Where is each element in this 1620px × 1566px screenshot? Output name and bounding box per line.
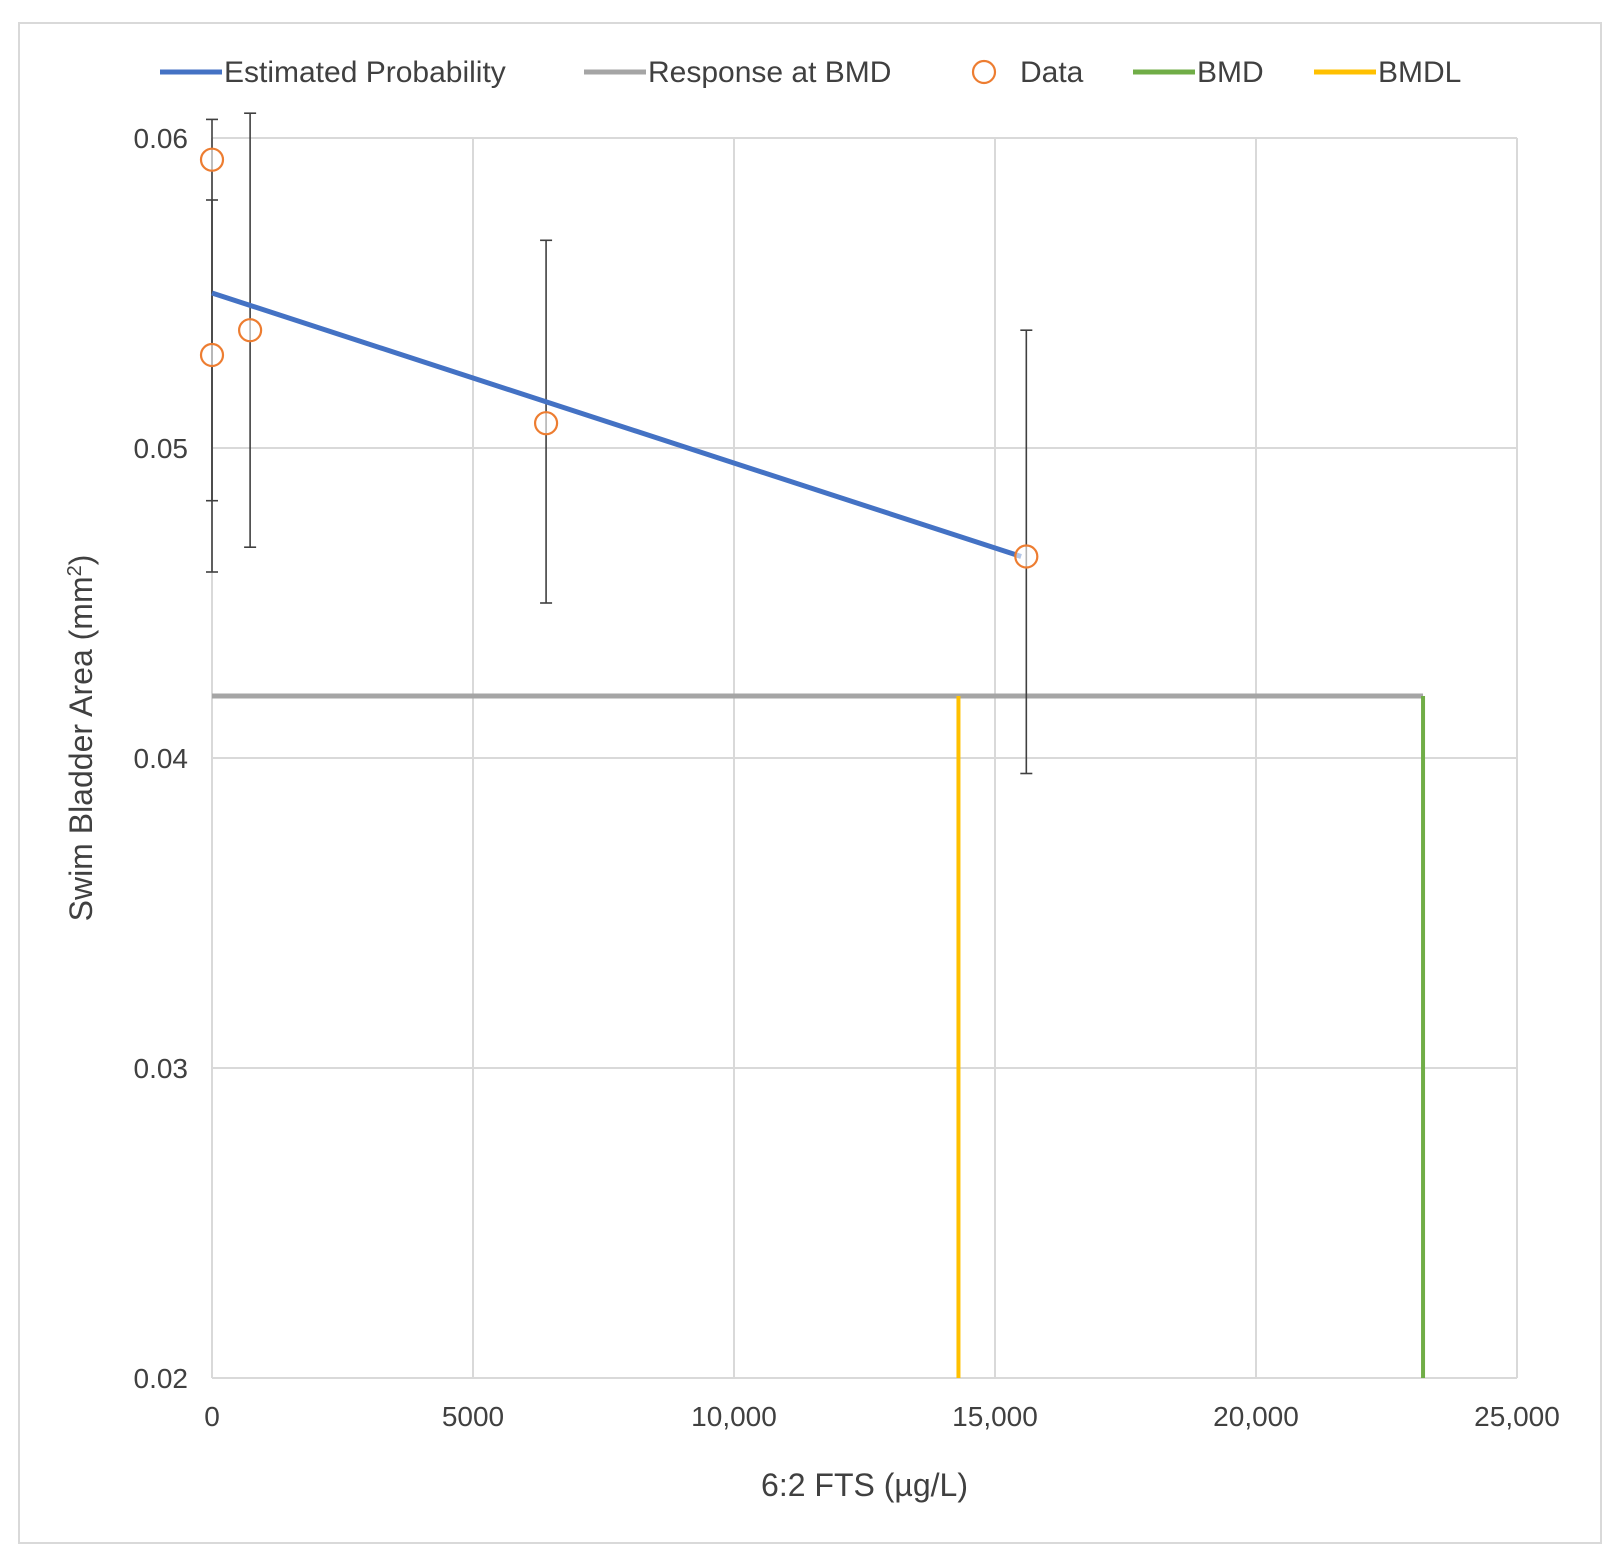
y-tick-label: 0.05 — [134, 433, 189, 464]
legend: Estimated Probability Response at BMD Data… — [160, 56, 1461, 89]
legend-label: BMDL — [1378, 56, 1461, 89]
y-axis-title-superscript: 2 — [64, 565, 86, 576]
y-tick-label: 0.06 — [134, 123, 189, 154]
legend-label: Response at BMD — [648, 56, 891, 89]
data-point — [238, 318, 263, 343]
y-axis-title-main: Swim Bladder Area (mm — [63, 576, 99, 921]
legend-label: Data — [1020, 56, 1084, 89]
legend-marker — [971, 59, 997, 85]
chart-frame — [18, 22, 1602, 1544]
data-point — [1014, 544, 1039, 569]
x-axis-title: 6:2 FTS (µg/L) — [761, 1467, 968, 1503]
x-tick-label: 5000 — [442, 1401, 504, 1432]
legend-label: Estimated Probability — [224, 56, 506, 89]
estimated-probability-line — [211, 290, 1022, 559]
data-point — [199, 342, 225, 368]
data-point — [533, 411, 559, 436]
y-tick-label: 0.04 — [134, 743, 189, 774]
data-point — [199, 147, 225, 172]
y-axis-title-tail: ) — [63, 555, 99, 566]
x-tick-label: 25,000 — [1474, 1401, 1560, 1432]
legend-label: BMD — [1197, 56, 1264, 89]
y-tick-label: 0.02 — [134, 1363, 189, 1394]
x-tick-label: 20,000 — [1213, 1401, 1299, 1432]
tick-labels: 0 5000 10,000 15,000 20,000 25,000 0.02 0.03 0.0… — [134, 123, 1560, 1432]
y-axis-title: Swim Bladder Area (mm2) — [63, 555, 99, 922]
x-tick-label: 0 — [204, 1401, 220, 1432]
y-tick-label: 0.03 — [134, 1053, 189, 1084]
x-tick-label: 15,000 — [952, 1401, 1038, 1432]
series-layer — [199, 112, 1426, 1378]
x-tick-label: 10,000 — [691, 1401, 777, 1432]
gridlines — [212, 137, 1518, 1378]
